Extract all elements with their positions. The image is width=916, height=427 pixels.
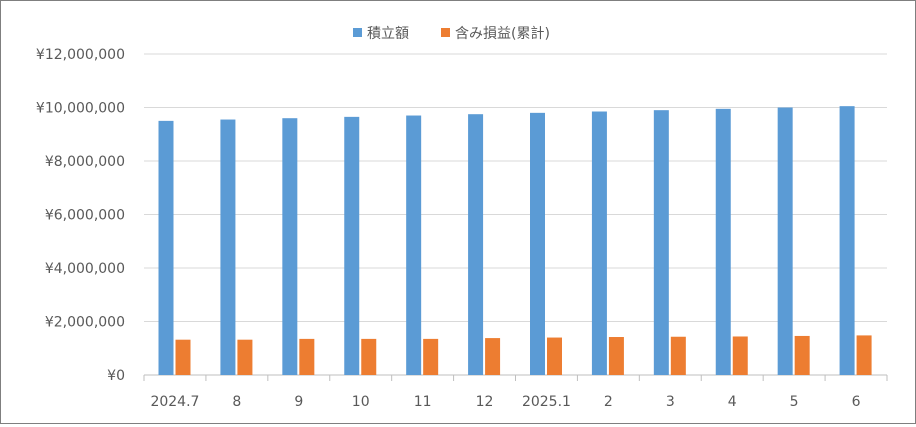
bars [158,106,872,376]
y-axis: ¥0 ¥2,000,000 ¥4,000,000 ¥6,000,000 ¥8,000,0… [36,47,125,384]
bar-tsumitate [591,111,607,375]
bar-tsumitate [406,115,422,376]
x-tick-label: 12 [476,394,494,410]
bar-fukumi-soneki [670,336,686,375]
x-tick-label: 2 [604,394,613,410]
bar-fukumi-soneki [794,335,810,375]
bar-fukumi-soneki [423,338,439,375]
x-tick-label: 9 [294,394,303,410]
x-tick-label: 4 [728,394,737,410]
bar-fukumi-soneki [299,338,315,375]
y-tick-label: ¥0 [107,368,125,384]
x-tick-label: 5 [790,394,799,410]
bar-tsumitate [530,112,545,375]
x-tick-label: 8 [232,394,241,410]
bar-tsumitate [220,119,236,375]
x-tick-label: 3 [666,394,675,410]
gridlines [144,53,887,322]
bar-fukumi-soneki [608,337,624,375]
bar-fukumi-soneki [485,338,501,375]
bar-tsumitate [777,107,793,375]
x-tick-label: 11 [414,394,432,410]
y-tick-label: ¥10,000,000 [36,101,125,117]
x-tick-label: 6 [852,394,861,410]
bar-tsumitate [282,118,298,375]
x-tick-label: 2024.7 [150,394,199,410]
y-tick-label: ¥2,000,000 [45,315,125,331]
bar-fukumi-soneki [732,336,748,375]
x-tick-label: 2025.1 [522,394,571,410]
y-tick-label: ¥8,000,000 [45,154,125,170]
bar-fukumi-soneki [175,339,191,375]
legend: 積立額 含み損益(累計) [353,26,550,42]
bar-tsumitate [715,108,731,376]
bar-tsumitate [653,110,669,376]
bar-fukumi-soneki [361,338,377,375]
bar-fukumi-soneki [856,335,872,375]
bar-fukumi-soneki [237,339,253,375]
y-tick-label: ¥6,000,000 [45,208,125,224]
legend-label: 含み損益(累計) [455,26,550,42]
legend-swatch [441,28,450,37]
legend-swatch [353,28,362,37]
y-tick-label: ¥12,000,000 [36,47,125,63]
bar-tsumitate [158,120,174,375]
bar-fukumi-soneki [547,337,562,375]
bar-tsumitate [839,106,855,375]
x-tick-label: 10 [352,394,370,410]
legend-label: 積立額 [367,26,409,42]
bar-tsumitate [344,116,360,376]
x-axis: 2024.7 8 9 10 11 12 2025.1 2 3 4 5 6 [143,374,888,410]
bar-tsumitate [468,114,484,375]
y-tick-label: ¥4,000,000 [45,261,125,277]
